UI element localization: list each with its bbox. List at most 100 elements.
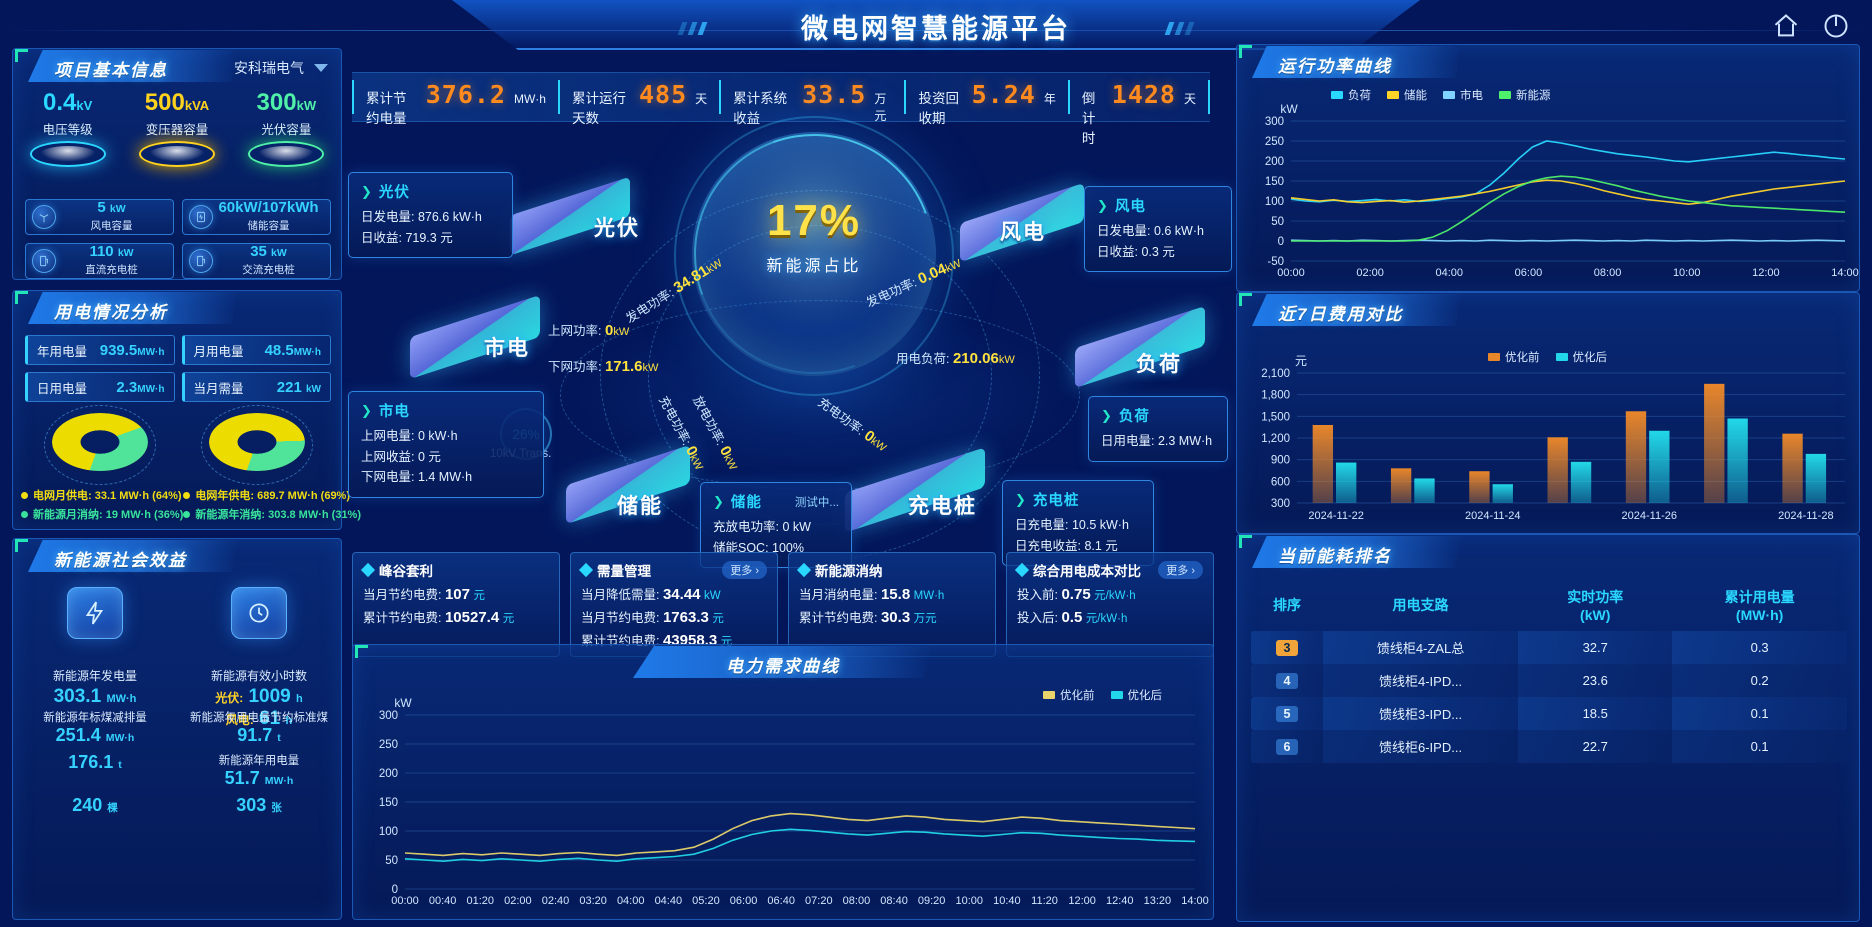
usage-cell-month: 月用电量 48.5MW·h [181,335,331,365]
chevron-down-icon[interactable] [314,64,328,72]
panel-title: 运行功率曲线 [1278,57,1392,76]
legend-item[interactable]: 负荷 [1331,87,1371,103]
col-energy: 累计用电量 (MW·h) [1724,589,1795,623]
panel-header: 近7日费用对比 [1236,292,1860,330]
legend-label: 负荷 [1348,90,1371,102]
legend-swatch [1331,91,1343,99]
demand-chart[interactable]: 0 50 100 150 200 250 300 00:00 00:40 01:20 02:00 02… [353,685,1213,915]
svg-text:100: 100 [379,826,398,838]
gauge-value: 500kVA [144,89,210,116]
social-bottom-grid: 新能源年标煤减排量 251.4 MW·h 新能源年用电量节约标准煤 91.7 t… [13,709,341,816]
gauge-disk [248,141,325,167]
social-row-3: 240 棵 303 张 [13,795,341,816]
cost-chart[interactable]: 300 600 900 1,200 1,500 1,800 2,100 2024-11-22 2… [1237,333,1859,529]
gauge-disk [29,141,106,167]
charger-icon [32,249,56,273]
svg-text:300: 300 [1265,116,1284,128]
social-label: 新能源有效小时数 [210,669,307,683]
legend-dot-grid [21,491,28,499]
panel-title: 电力需求曲线 [726,657,840,676]
header-decor-left [677,22,708,35]
donut-legends: 电网月供电: 33.1 MW·h (64%) 新能源月消纳: 19 MW·h (… [21,487,361,525]
company-selector[interactable]: 安科瑞电气 [234,58,328,78]
power-chart[interactable]: -50 0 50 100 150 200 250 300 00:00 02:00 04:00 06:0… [1237,85,1859,287]
legend-label: 优化前 [1060,690,1095,702]
svg-text:kW: kW [394,696,412,710]
bullet-icon [1014,562,1030,578]
table-row[interactable]: 5 馈线柜3-IPD... 18.5 0.1 [1251,697,1847,730]
svg-text:200: 200 [379,768,398,780]
corner-icon [15,49,31,65]
legend-label: 优化后 [1127,690,1163,702]
legend-item[interactable]: 优化前 [1488,349,1540,365]
chevron-right-icon: ❯ [1015,491,1026,507]
legend-item[interactable]: 市电 [1443,87,1483,103]
kpi-strip: 累计节约电量 376.2 MW·h 累计运行天数 485 天 累计系统收益 33.5 万元 … [352,72,1210,146]
legend-item[interactable]: 优化后 [1555,349,1607,365]
title-bar [1252,536,1462,568]
svg-text:02:00: 02:00 [504,895,532,907]
energy-rank-panel: 当前能耗排名 排序 用电支路 实时功率 (kW) 累计用电量 (MW·h) 3 馈线柜… [1236,534,1860,922]
social-value: 303.1 MW·h [53,686,137,707]
legend-item[interactable]: 新能源 [1499,87,1551,103]
table-row[interactable]: 3 馈线柜4-ZAL总 32.7 0.3 [1251,631,1847,664]
table-row[interactable]: 6 馈线柜6-IPD... 22.7 0.1 [1251,730,1847,763]
svg-text:kW: kW [1280,102,1298,116]
svg-text:06:00: 06:00 [730,895,758,907]
power-icon[interactable] [1822,12,1850,40]
gauge-voltage: 0.4kV 电压等级 [13,91,122,167]
legend-item[interactable]: 优化前 [1043,687,1095,703]
node-label-wind: 风电 [1000,221,1046,244]
social-value-wind: 风电: 61 h [225,708,293,729]
svg-text:250: 250 [1265,136,1284,148]
svg-text:2024-11-22: 2024-11-22 [1308,510,1363,522]
energy-cell: 0.1 [1672,697,1847,730]
svg-text:12:40: 12:40 [1106,895,1134,907]
more-button[interactable]: 更多 › [1158,561,1203,579]
svg-text:08:00: 08:00 [1594,267,1622,279]
selector-value: 安科瑞电气 [234,60,304,76]
app-header: 微电网智慧能源平台 [0,0,1872,52]
legend-swatch [1387,91,1399,99]
legend-item[interactable]: 优化后 [1110,687,1163,703]
capacity-cards: 5 kW 风电容量 60kW/107kWh 储能容量 110 kW [25,199,331,279]
minicard-storage[interactable]: 60kW/107kWh 储能容量 [182,199,331,235]
node-label-charger: 充电桩 [908,495,977,518]
legend-swatch [1488,353,1500,361]
col-branch: 用电支路 [1392,597,1449,613]
panel-title: 近7日费用对比 [1278,305,1404,324]
svg-text:04:00: 04:00 [617,895,645,907]
social-value-pv: 光伏: 1009 h [215,686,303,707]
rank-badge: 5 [1275,705,1298,722]
gauge-value: 300kW [256,89,317,116]
newenergy-percent-label: 新能源占比 [766,258,862,275]
minicard-dc-charger[interactable]: 110 kW 直流充电桩 [25,243,174,279]
header-actions [1772,12,1850,40]
corner-icon [15,291,31,307]
svg-text:300: 300 [1271,498,1290,510]
legend-swatch [1110,691,1123,699]
cost-compare-panel: 近7日费用对比 300 600 900 1,200 1,500 1,800 2,100 202… [1236,292,1860,534]
flow-label-export: 上网功率: 0kW [548,322,630,339]
metric-card-consumption: 新能源消纳 当月消纳电量: 15.8 MW·h 累计节约电费: 30.3 万元 [788,552,996,657]
social-cell-hours: 新能源年用电量节约标准煤 91.7 t [190,712,328,745]
legend-item[interactable]: 储能 [1387,87,1427,103]
svg-text:14:00: 14:00 [1181,895,1209,907]
home-icon[interactable] [1772,12,1800,40]
table-row[interactable]: 4 馈线柜4-IPD... 23.6 0.2 [1251,664,1847,697]
svg-text:00:40: 00:40 [429,895,457,907]
svg-text:150: 150 [379,797,398,809]
svg-text:2024-11-24: 2024-11-24 [1465,510,1520,522]
social-top-row: 新能源年发电量 303.1 MW·h 新能源有效小时数 光伏: 1009 h 风… [13,587,341,730]
more-button[interactable]: 更多 › [722,561,767,579]
minicard-wind[interactable]: 5 kW 风电容量 [25,199,174,235]
corner-icon [15,539,31,555]
flow-label-import: 下网功率: 171.6kW [548,358,659,375]
power-cell: 23.6 [1518,664,1673,697]
minicard-ac-charger[interactable]: 35 kW 交流充电桩 [182,243,331,279]
capacity-gauges: 0.4kV 电压等级 500kVA 变压器容量 300kW 光伏容量 [13,91,341,167]
chevron-right-icon: ❯ [1097,197,1108,213]
hub-ring-outer [674,116,954,396]
svg-text:150: 150 [1265,176,1284,188]
